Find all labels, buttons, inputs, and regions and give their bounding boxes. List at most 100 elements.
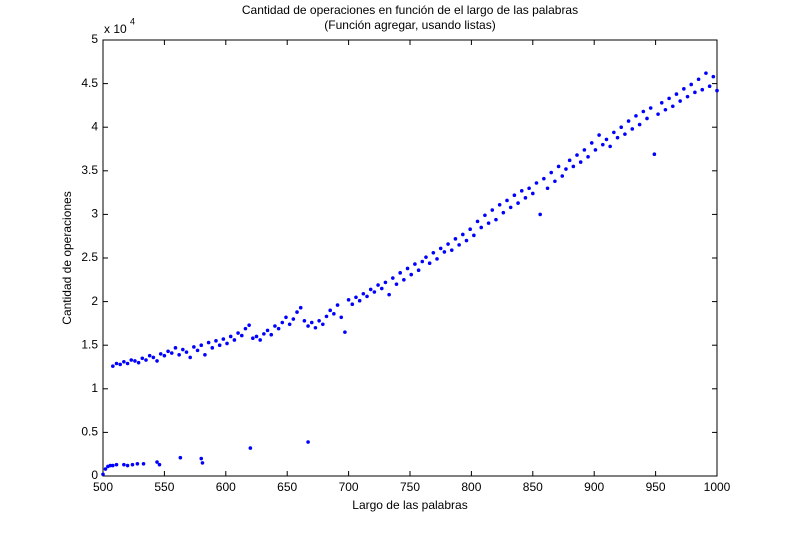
- point: [317, 318, 321, 323]
- point: [398, 271, 402, 275]
- point: [214, 339, 218, 343]
- point: [313, 325, 318, 330]
- point: [564, 167, 568, 171]
- point: [453, 237, 458, 241]
- point: [302, 318, 307, 323]
- point: [612, 130, 616, 135]
- point: [357, 298, 362, 303]
- point: [158, 352, 163, 356]
- point: [203, 352, 207, 357]
- point: [435, 257, 439, 261]
- point: [141, 461, 146, 466]
- point: [122, 462, 126, 467]
- point: [335, 303, 340, 307]
- point: [483, 213, 487, 218]
- y-tick-label: 4.5: [81, 76, 98, 90]
- point: [184, 350, 189, 354]
- point: [243, 326, 248, 331]
- y-tick-label: 5: [91, 32, 98, 46]
- point: [593, 148, 598, 152]
- point: [155, 460, 159, 464]
- point: [461, 232, 465, 237]
- point: [247, 323, 251, 327]
- point: [589, 141, 594, 145]
- point: [542, 176, 546, 181]
- point: [118, 362, 122, 367]
- point: [248, 446, 253, 450]
- point: [457, 243, 461, 247]
- point: [225, 341, 229, 346]
- point: [306, 440, 310, 444]
- point: [449, 248, 454, 252]
- point: [258, 338, 262, 342]
- point: [144, 358, 148, 362]
- point: [674, 92, 679, 96]
- point: [667, 96, 671, 101]
- point: [210, 346, 215, 350]
- point: [101, 472, 105, 477]
- point: [534, 181, 539, 185]
- point: [269, 332, 274, 337]
- point: [486, 221, 491, 225]
- y-tick-label: 0: [91, 468, 98, 482]
- point: [372, 290, 377, 294]
- x-tick-label: 1000: [704, 480, 731, 494]
- point: [114, 361, 119, 366]
- point: [659, 100, 664, 105]
- point: [332, 312, 336, 316]
- x-tick-label: 800: [461, 480, 481, 494]
- point: [634, 114, 638, 118]
- point: [140, 356, 145, 361]
- point: [416, 268, 421, 273]
- point: [567, 158, 572, 163]
- point: [368, 287, 373, 292]
- y-tick-label: 1: [91, 381, 98, 395]
- point: [508, 205, 513, 210]
- point: [206, 340, 211, 345]
- point: [527, 186, 531, 191]
- point: [394, 282, 399, 286]
- point: [413, 262, 417, 266]
- point: [125, 463, 130, 468]
- point: [615, 135, 620, 140]
- point: [497, 203, 502, 207]
- point: [221, 337, 226, 341]
- x-tick-label: 750: [400, 480, 420, 494]
- point: [133, 359, 137, 363]
- point: [166, 349, 170, 354]
- point: [199, 343, 204, 348]
- point: [494, 217, 498, 222]
- point: [199, 456, 204, 461]
- point: [173, 346, 178, 350]
- point: [343, 330, 347, 334]
- point: [604, 137, 609, 142]
- point: [379, 286, 384, 291]
- point: [608, 144, 612, 149]
- point: [122, 359, 126, 364]
- point: [232, 338, 237, 342]
- point: [538, 212, 542, 217]
- point: [350, 302, 355, 307]
- point: [387, 292, 391, 297]
- point: [630, 127, 635, 131]
- point: [656, 112, 660, 116]
- point: [623, 132, 627, 136]
- point: [181, 347, 185, 352]
- point: [586, 155, 590, 159]
- point: [420, 259, 425, 264]
- point: [531, 191, 535, 196]
- point: [365, 294, 369, 299]
- point: [346, 298, 351, 302]
- point: [298, 305, 303, 310]
- point: [135, 461, 140, 466]
- point: [157, 462, 162, 467]
- point: [689, 82, 694, 87]
- point: [111, 463, 115, 468]
- point: [545, 186, 550, 191]
- point: [114, 462, 119, 467]
- y-tick-label: 2.5: [81, 250, 98, 264]
- point: [251, 336, 255, 341]
- point: [236, 331, 240, 335]
- point: [405, 266, 410, 271]
